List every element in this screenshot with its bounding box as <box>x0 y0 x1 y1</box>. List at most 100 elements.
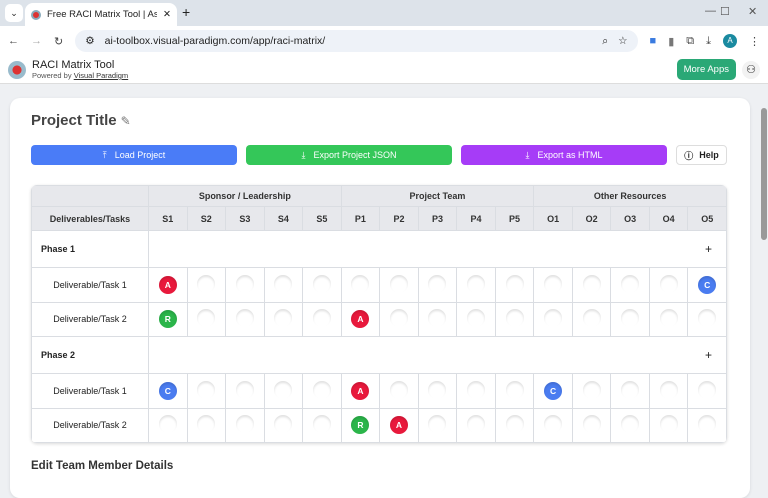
export-json-button[interactable]: ⤓ Export Project JSON <box>246 145 452 165</box>
empty-slot[interactable] <box>197 381 215 399</box>
raci-cell[interactable] <box>302 267 342 303</box>
new-tab-button[interactable]: + <box>182 4 191 20</box>
raci-cell[interactable] <box>263 407 304 443</box>
user-icon[interactable]: ⚇ <box>742 60 760 79</box>
raci-cell[interactable] <box>456 267 496 303</box>
empty-slot[interactable] <box>274 381 292 399</box>
raci-cell[interactable]: C <box>687 267 727 303</box>
help-button[interactable]: ⓘ Help <box>676 145 727 165</box>
back-icon[interactable]: ← <box>8 35 19 47</box>
empty-slot[interactable] <box>660 381 678 399</box>
raci-cell[interactable] <box>225 373 265 409</box>
raci-cell[interactable]: A <box>379 407 419 443</box>
empty-slot[interactable] <box>506 275 524 293</box>
empty-slot[interactable] <box>660 415 678 433</box>
raci-cell[interactable] <box>148 407 188 443</box>
raci-badge-A[interactable]: A <box>389 416 408 435</box>
raci-badge-R[interactable]: R <box>158 310 177 329</box>
raci-cell[interactable] <box>186 373 227 409</box>
task-label[interactable]: Deliverable/Task 1 <box>31 267 149 303</box>
raci-cell[interactable] <box>571 407 612 443</box>
empty-slot[interactable] <box>506 415 524 433</box>
raci-cell[interactable]: A <box>340 301 381 337</box>
empty-slot[interactable] <box>583 381 601 399</box>
member-header-O5[interactable]: O5 <box>687 206 727 231</box>
empty-slot[interactable] <box>467 381 485 399</box>
download-icon[interactable]: ⤓ <box>706 34 711 47</box>
member-header-P5[interactable]: P5 <box>494 206 535 231</box>
raci-cell[interactable] <box>456 301 496 337</box>
raci-cell[interactable] <box>417 301 458 337</box>
raci-cell[interactable] <box>379 373 419 409</box>
raci-cell[interactable] <box>648 267 689 303</box>
raci-cell[interactable] <box>417 407 458 443</box>
load-project-button[interactable]: ⤒ Load Project <box>31 145 237 165</box>
raci-cell[interactable] <box>225 267 265 303</box>
raci-cell[interactable] <box>186 301 227 337</box>
empty-slot[interactable] <box>698 415 716 433</box>
raci-cell[interactable] <box>302 373 342 409</box>
empty-slot[interactable] <box>621 415 639 433</box>
empty-slot[interactable] <box>313 275 331 293</box>
member-header-O3[interactable]: O3 <box>610 206 650 231</box>
raci-badge-C[interactable]: C <box>158 381 177 400</box>
visual-paradigm-link[interactable]: Visual Paradigm <box>73 71 129 80</box>
empty-slot[interactable] <box>274 275 292 293</box>
empty-slot[interactable] <box>428 415 446 433</box>
raci-cell[interactable] <box>648 301 689 337</box>
raci-cell[interactable] <box>263 373 304 409</box>
raci-cell[interactable] <box>687 301 727 337</box>
raci-cell[interactable] <box>610 407 650 443</box>
site-settings-icon[interactable]: ⚙ <box>85 35 95 47</box>
task-label[interactable]: Deliverable/Task 1 <box>31 373 149 409</box>
raci-cell[interactable] <box>456 373 496 409</box>
empty-slot[interactable] <box>197 415 215 433</box>
raci-badge-R[interactable]: R <box>351 416 370 435</box>
raci-cell[interactable] <box>687 373 727 409</box>
raci-cell[interactable] <box>263 267 304 303</box>
empty-slot[interactable] <box>621 275 639 293</box>
raci-cell[interactable]: A <box>340 373 381 409</box>
raci-cell[interactable] <box>379 301 419 337</box>
zoom-icon[interactable]: ⌕ <box>602 34 609 47</box>
empty-slot[interactable] <box>313 309 331 327</box>
empty-slot[interactable] <box>236 275 254 293</box>
raci-cell[interactable] <box>494 301 535 337</box>
raci-cell[interactable] <box>610 373 650 409</box>
raci-cell[interactable] <box>340 267 381 303</box>
export-html-button[interactable]: ⤓ Export as HTML <box>461 145 667 165</box>
task-label[interactable]: Deliverable/Task 2 <box>31 407 149 443</box>
raci-badge-A[interactable]: A <box>351 381 370 400</box>
phase-label[interactable]: Phase 2 <box>31 336 149 374</box>
raci-cell[interactable] <box>571 267 612 303</box>
empty-slot[interactable] <box>621 381 639 399</box>
raci-cell[interactable]: C <box>533 373 573 409</box>
member-header-S3[interactable]: S3 <box>225 206 265 231</box>
raci-badge-A[interactable]: A <box>158 275 177 294</box>
empty-slot[interactable] <box>428 381 446 399</box>
raci-cell[interactable] <box>571 373 612 409</box>
empty-slot[interactable] <box>467 309 485 327</box>
scrollbar[interactable] <box>761 108 767 240</box>
raci-cell[interactable] <box>225 407 265 443</box>
empty-slot[interactable] <box>313 415 331 433</box>
raci-cell[interactable] <box>225 301 265 337</box>
raci-cell[interactable] <box>263 301 304 337</box>
empty-slot[interactable] <box>351 275 369 293</box>
empty-slot[interactable] <box>313 381 331 399</box>
raci-cell[interactable] <box>494 267 535 303</box>
member-header-O2[interactable]: O2 <box>571 206 612 231</box>
more-apps-button[interactable]: More Apps <box>676 59 736 80</box>
empty-slot[interactable] <box>236 381 254 399</box>
raci-cell[interactable] <box>533 407 573 443</box>
empty-slot[interactable] <box>274 415 292 433</box>
bookmark-star-icon[interactable]: ☆ <box>618 35 628 47</box>
raci-cell[interactable] <box>456 407 496 443</box>
raci-cell[interactable] <box>687 407 727 443</box>
raci-cell[interactable] <box>610 301 650 337</box>
minimize-icon[interactable]: — <box>705 5 716 17</box>
empty-slot[interactable] <box>390 275 408 293</box>
member-header-S4[interactable]: S4 <box>263 206 304 231</box>
raci-cell[interactable]: R <box>148 301 188 337</box>
empty-slot[interactable] <box>544 415 562 433</box>
